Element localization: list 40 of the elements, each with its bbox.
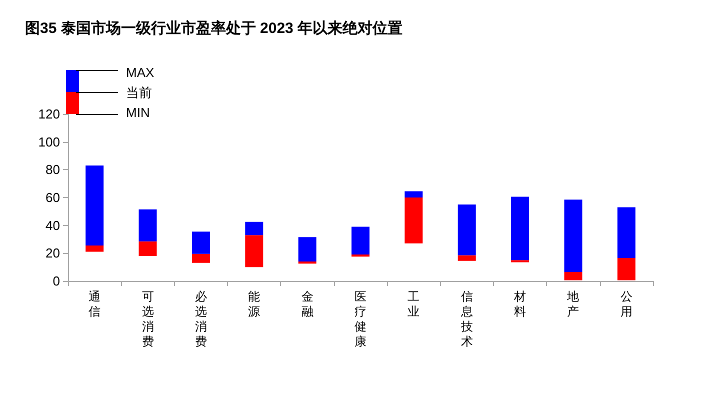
bar xyxy=(138,241,157,256)
x-tick-label: 信息技术 xyxy=(460,290,473,348)
x-tick-label: 公用 xyxy=(620,290,632,318)
bar xyxy=(511,196,530,260)
bar xyxy=(617,258,636,280)
x-tick-label: 必选消费 xyxy=(194,290,207,348)
x-tick-label: 材料 xyxy=(513,290,526,318)
bar xyxy=(458,255,476,261)
y-tick-label: 40 xyxy=(46,218,60,233)
bar xyxy=(86,246,104,252)
bar xyxy=(86,165,104,246)
chart-title: 图35 泰国市场一级行业市盈率处于 2023 年以来绝对位置 xyxy=(25,19,403,37)
bar xyxy=(617,207,636,258)
x-tick-label: 金融 xyxy=(301,290,314,318)
y-tick-label: 0 xyxy=(52,274,60,288)
x-tick-label: 地产 xyxy=(566,290,580,318)
bar xyxy=(192,254,210,263)
x-tick-label: 能源 xyxy=(248,290,260,318)
y-tick-label: 20 xyxy=(46,246,60,261)
bar xyxy=(564,272,582,280)
bar xyxy=(352,226,370,255)
y-tick-label: 80 xyxy=(46,162,60,178)
bar xyxy=(245,235,264,268)
bar xyxy=(192,232,210,254)
y-tick-label: 60 xyxy=(46,190,60,205)
range-key: MAX 当前 MIN xyxy=(66,62,186,122)
x-tick-label: 通信 xyxy=(88,290,101,318)
annotation: MIN xyxy=(126,105,150,120)
bar xyxy=(404,198,423,244)
bar xyxy=(404,191,423,198)
bar xyxy=(458,204,476,256)
x-tick-label: 工业 xyxy=(408,290,420,318)
bar xyxy=(298,237,316,262)
y-tick-label: 120 xyxy=(38,106,60,122)
bar xyxy=(138,209,157,242)
y-tick-label: 100 xyxy=(38,134,60,150)
x-tick-label: 可选消费 xyxy=(142,290,154,348)
bar xyxy=(564,200,582,272)
x-tick-label: 医疗健康 xyxy=(354,290,366,348)
bar xyxy=(245,222,264,236)
